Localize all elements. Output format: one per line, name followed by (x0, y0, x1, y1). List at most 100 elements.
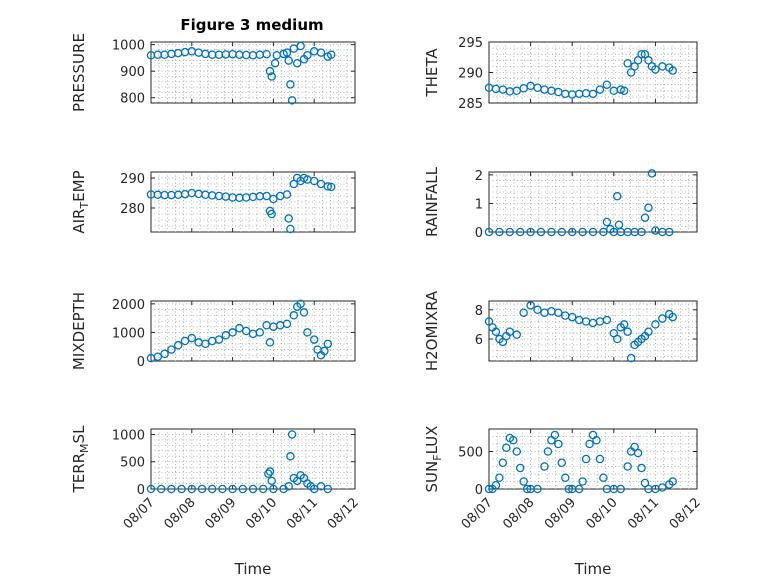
data-point (262, 49, 271, 59)
y-tick-label: 285 (458, 97, 483, 112)
data-point (623, 327, 632, 336)
data-point (651, 65, 660, 74)
plot-area (488, 300, 698, 362)
data-point (626, 68, 636, 77)
grid (151, 429, 355, 489)
y-tick-label: 2 (475, 169, 483, 184)
data-point (167, 345, 176, 354)
data-point (289, 311, 299, 320)
data-point (599, 473, 608, 482)
data-point (235, 323, 244, 333)
x-axis-label: Time (574, 560, 612, 578)
y-axis-label: TERRMSL (70, 425, 91, 494)
series (146, 173, 336, 234)
y-tick-label: 1000 (112, 39, 145, 54)
data-point (588, 227, 598, 237)
x-tick-label: 08/07 (459, 495, 496, 532)
grid (489, 172, 697, 232)
data-point (258, 484, 268, 494)
grid (151, 172, 355, 232)
data-point (637, 49, 646, 59)
data-point (187, 333, 197, 343)
y-tick-label: 0 (137, 355, 145, 370)
y-tick-label: 0 (137, 483, 145, 498)
data-point (265, 66, 275, 76)
data-point (581, 454, 591, 464)
data-point (519, 477, 528, 486)
series (146, 299, 333, 363)
data-point (502, 443, 511, 452)
data-point (526, 227, 535, 237)
data-point (238, 484, 248, 494)
data-point (287, 96, 297, 105)
data-point (557, 458, 567, 467)
subplot-5: 0 1000 2000 MIXDEPTH (70, 292, 356, 370)
data-point (512, 447, 521, 456)
y-tick-label: 8 (475, 304, 483, 319)
data-point (286, 80, 295, 89)
data-point (651, 320, 660, 329)
y-tick-label: 1 (475, 197, 483, 212)
data-point (201, 339, 210, 349)
y-tick-label: 2000 (112, 298, 145, 313)
data-point (619, 86, 629, 96)
data-point (578, 227, 587, 237)
x-tick-label: 08/08 (162, 495, 199, 532)
grid (151, 42, 355, 103)
data-point (495, 227, 504, 237)
x-tick-label: 08/07 (121, 495, 158, 532)
data-point (323, 339, 333, 349)
data-point (284, 482, 293, 491)
data-point (561, 473, 570, 482)
data-point (599, 227, 608, 237)
plot-area (150, 428, 356, 490)
data-point (505, 227, 515, 237)
y-tick-label: 280 (120, 202, 145, 217)
data-point (296, 41, 305, 51)
y-tick-label: 295 (458, 36, 483, 51)
figure-title: Figure 3 medium (180, 16, 323, 34)
data-point (267, 476, 276, 486)
data-point (509, 435, 518, 445)
data-point (265, 338, 275, 347)
y-tick-label: 800 (120, 92, 145, 107)
data-point (557, 227, 567, 237)
data-point (585, 439, 594, 449)
data-point (658, 314, 667, 323)
data-point (616, 484, 625, 494)
x-tick-label: 08/10 (243, 495, 280, 532)
data-point (637, 463, 646, 473)
data-point (173, 341, 183, 350)
data-point (187, 484, 197, 494)
data-point (484, 484, 494, 494)
subplot-1: 800 900 1000 PRESSURE (70, 33, 356, 112)
data-point (269, 484, 278, 494)
data-point (623, 59, 632, 68)
series (484, 430, 677, 494)
y-tick-label: 500 (458, 446, 483, 461)
data-point (668, 477, 677, 486)
plot-area (150, 300, 356, 362)
data-point (543, 447, 553, 456)
data-point (626, 353, 636, 363)
data-point (595, 454, 605, 464)
data-point (146, 484, 156, 494)
data-point (578, 477, 587, 486)
data-point (286, 224, 295, 234)
series (484, 169, 674, 237)
series (484, 301, 677, 363)
data-point (619, 320, 629, 329)
y-tick-label: 1000 (112, 428, 145, 443)
x-tick-label: 08/10 (584, 495, 621, 532)
x-tick-label: 08/12 (667, 495, 704, 532)
data-point (564, 484, 573, 494)
data-point (267, 72, 276, 81)
data-point (292, 58, 302, 68)
data-point (491, 480, 501, 490)
data-point (228, 484, 237, 494)
data-point (262, 191, 271, 201)
data-point (241, 326, 251, 336)
x-tick-label: 08/08 (500, 495, 537, 532)
data-point (658, 483, 667, 492)
grid (489, 301, 697, 361)
